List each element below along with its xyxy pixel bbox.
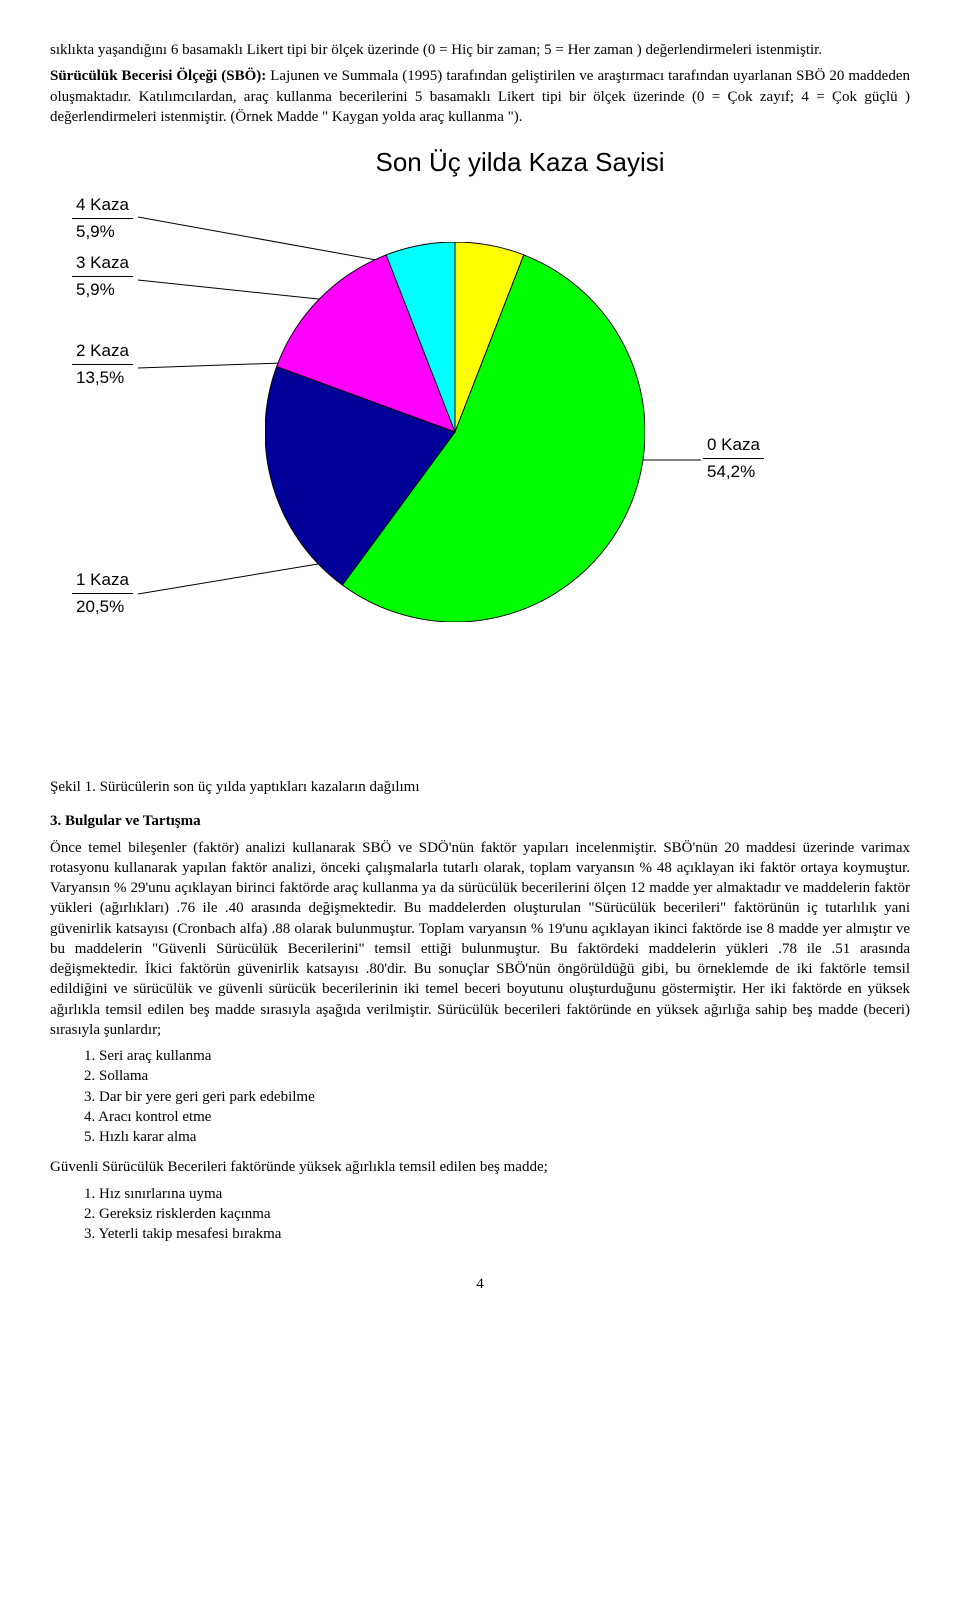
label-2kaza: 2 Kaza 13,5%: [72, 338, 133, 390]
chart-area: 4 Kaza 5,9% 3 Kaza 5,9% 2 Kaza 13,5% 0 K…: [50, 192, 830, 747]
list-item: 1. Hız sınırlarına uyma: [84, 1184, 910, 1204]
label-2kaza-pct: 13,5%: [72, 365, 133, 391]
label-3kaza-name: 3 Kaza: [72, 250, 133, 277]
paragraph-2: Sürücülük Becerisi Ölçeği (SBÖ): Lajunen…: [50, 66, 910, 127]
figure-caption: Şekil 1. Sürücülerin son üç yılda yaptık…: [50, 777, 910, 797]
label-3kaza-pct: 5,9%: [72, 277, 133, 303]
label-1kaza: 1 Kaza 20,5%: [72, 567, 133, 619]
chart-title: Son Üç yilda Kaza Sayisi: [130, 145, 910, 180]
paragraph-after-list1: Güvenli Sürücülük Becerileri faktöründe …: [50, 1157, 910, 1177]
label-4kaza: 4 Kaza 5,9%: [72, 192, 133, 244]
list-item: 1. Seri araç kullanma: [84, 1046, 910, 1066]
pie-chart: [265, 242, 645, 622]
section-3-body: Önce temel bileşenler (faktör) analizi k…: [50, 838, 910, 1041]
paragraph-1: sıklıkta yaşandığını 6 basamaklı Likert …: [50, 40, 910, 60]
label-0kaza-name: 0 Kaza: [703, 432, 764, 459]
label-0kaza: 0 Kaza 54,2%: [703, 432, 764, 484]
section-3-head: 3. Bulgular ve Tartışma: [50, 811, 910, 831]
chart-container: Son Üç yilda Kaza Sayisi 4 Kaza 5,9% 3 K…: [50, 145, 910, 747]
list-item: 4. Aracı kontrol etme: [84, 1107, 910, 1127]
skill-list-1: 1. Seri araç kullanma2. Sollama3. Dar bi…: [84, 1046, 910, 1147]
list-item: 2. Sollama: [84, 1066, 910, 1086]
list-item: 2. Gereksiz risklerden kaçınma: [84, 1204, 910, 1224]
page-number: 4: [50, 1274, 910, 1294]
label-1kaza-pct: 20,5%: [72, 594, 133, 620]
label-2kaza-name: 2 Kaza: [72, 338, 133, 365]
label-3kaza: 3 Kaza 5,9%: [72, 250, 133, 302]
sbo-head: Sürücülük Becerisi Ölçeği (SBÖ):: [50, 68, 270, 84]
label-0kaza-pct: 54,2%: [703, 459, 764, 485]
list-item: 5. Hızlı karar alma: [84, 1127, 910, 1147]
label-4kaza-name: 4 Kaza: [72, 192, 133, 219]
list-item: 3. Yeterli takip mesafesi bırakma: [84, 1224, 910, 1244]
list-item: 3. Dar bir yere geri geri park edebilme: [84, 1087, 910, 1107]
label-4kaza-pct: 5,9%: [72, 219, 133, 245]
label-1kaza-name: 1 Kaza: [72, 567, 133, 594]
skill-list-2: 1. Hız sınırlarına uyma2. Gereksiz riskl…: [84, 1184, 910, 1245]
